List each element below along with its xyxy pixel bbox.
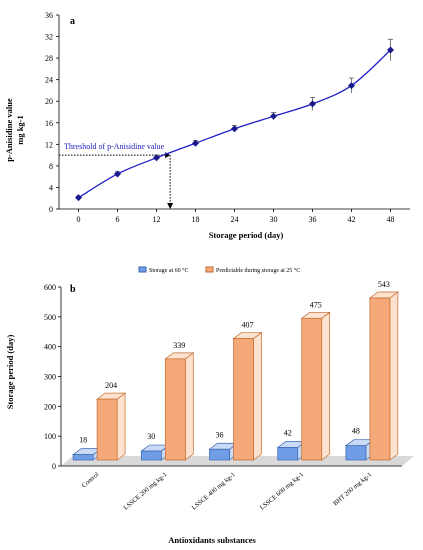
x-category-label: BHT 200 mg kg-1 [332,471,373,507]
bar-storage-25-side [253,331,262,461]
bar-value-label-60: 36 [216,430,224,439]
x-category-label: Control [81,471,101,489]
bar-storage-25-front [301,317,323,461]
legend-swatch-25 [205,266,214,273]
data-point [270,112,277,120]
y-tick-label-b: 300 [44,373,56,382]
x-category-label: LSSCE 200 mg kg-1 [122,471,168,511]
panel-b-label: b [70,284,76,295]
bar-storage-60-front [209,448,230,461]
y-tick-label-a: 4 [49,183,53,192]
y-tick-label-b: 400 [44,343,56,352]
data-point [231,125,238,133]
x-tick-label-a: 12 [153,215,161,224]
bar-value-label-25: 475 [310,300,322,309]
x-tick-label-a: 30 [270,215,278,224]
bars: 18 204 30 339 36 407 42 475 48 543 [72,280,399,461]
x-tick-label-a: 18 [192,215,200,224]
line-chart-panel: a p-Anisidine value mg kg-1 Storage peri… [4,11,410,240]
data-point [114,170,121,178]
bar-storage-25-side [321,311,331,461]
legend-swatch-60 [138,266,147,273]
bar-storage-60-front [140,450,162,461]
bar-storage-25 [368,291,399,461]
bar-storage-25-side [116,392,126,461]
series-line [78,49,391,199]
line-series [75,38,394,202]
threshold-label: Threshold of p-Anisidine value [64,142,165,151]
y-ticks-a: 0 4 8 12 16 20 24 28 32 36 [45,11,59,214]
panel-a-label: a [70,16,75,27]
bar-storage-25-side [389,291,399,461]
legend: Storage at 60 °C Predictable during stor… [138,266,300,274]
bar-storage-25-front [164,358,186,461]
y-tick-label-b: 600 [44,283,56,292]
y-tick-label-a: 8 [49,162,53,171]
y-tick-label-a: 32 [45,33,53,42]
bar-storage-25-front [96,398,118,461]
x-category-label: LSSCE 400 mg kg-1 [191,471,237,511]
x-ticks-b: Control LSSCE 200 mg kg-1 LSSCE 400 mg kg-… [81,471,374,511]
x-tick-label-a: 42 [348,215,356,224]
bar-value-label-25: 339 [173,341,185,350]
bar-value-label-60: 42 [284,428,292,437]
x-ticks-a: 0 6 12 18 24 30 36 42 48 [77,209,395,224]
y-tick-label-b: 0 [52,462,56,471]
y-axis-title-b: Storage period (day) [5,335,15,410]
x-axis-title-b: Antioxidants substances [168,535,256,545]
bar-value-label-25: 204 [105,381,117,390]
x-tick-label-a: 24 [231,215,239,224]
bar-storage-60-front [277,447,299,461]
y-tick-label-a: 28 [45,54,53,63]
y-tick-label-b: 500 [44,313,56,322]
x-tick-label-a: 6 [116,215,120,224]
bar-storage-60-front [72,454,94,461]
bar-storage-25 [96,392,127,461]
data-point [348,82,355,90]
y-tick-label-a: 16 [45,119,53,128]
bar-storage-25-front [369,297,391,461]
y-axis-title-a-line1: p-Anisidine value [4,98,14,162]
data-point [309,100,316,108]
data-point [153,154,160,162]
y-tick-label-a: 24 [45,76,53,85]
bar-storage-25-side [184,352,194,461]
bar-storage-60-front [345,445,367,461]
x-category-label: LSSCE 600 mg kg-1 [259,471,305,511]
y-tick-label-a: 12 [45,140,53,149]
bar-storage-25 [300,311,331,461]
y-axis-title-a-line2: mg kg-1 [15,115,25,145]
legend-label-25: Predictable during storage at 25 °C [216,267,300,274]
svg-text:Storage period (day): Storage period (day) [5,335,15,410]
bar-value-label-60: 18 [79,436,87,445]
threshold-down-arrowhead [167,203,174,209]
bar-value-label-60: 48 [352,427,360,436]
bar-storage-25 [232,331,263,461]
y-tick-label-b: 100 [44,432,56,441]
data-point [75,194,82,202]
bar-value-label-60: 30 [147,432,155,441]
y-tick-label-a: 0 [49,205,53,214]
bar-storage-25 [164,352,195,461]
y-tick-label-b: 200 [44,402,56,411]
data-point [387,46,394,54]
bar-chart-panel: b Storage at 60 °C Predictable during st… [5,266,414,545]
legend-label-60: Storage at 60 °C [149,267,189,274]
y-tick-label-a: 20 [45,97,53,106]
data-point [192,139,199,147]
bar-value-label-25: 543 [378,280,390,289]
x-axis-title-a: Storage period (day) [209,230,284,240]
bar-storage-60 [276,440,307,461]
x-tick-label-a: 36 [309,215,317,224]
bar-storage-25-front [233,338,254,461]
y-ticks-b: 0 100 200 300 400 500 600 [44,283,61,471]
x-tick-label-a: 48 [387,215,395,224]
x-tick-label-a: 0 [77,215,81,224]
y-tick-label-a: 36 [45,11,53,20]
y-axis-title-a: p-Anisidine value mg kg-1 [4,98,25,162]
bar-value-label-25: 407 [242,321,254,330]
